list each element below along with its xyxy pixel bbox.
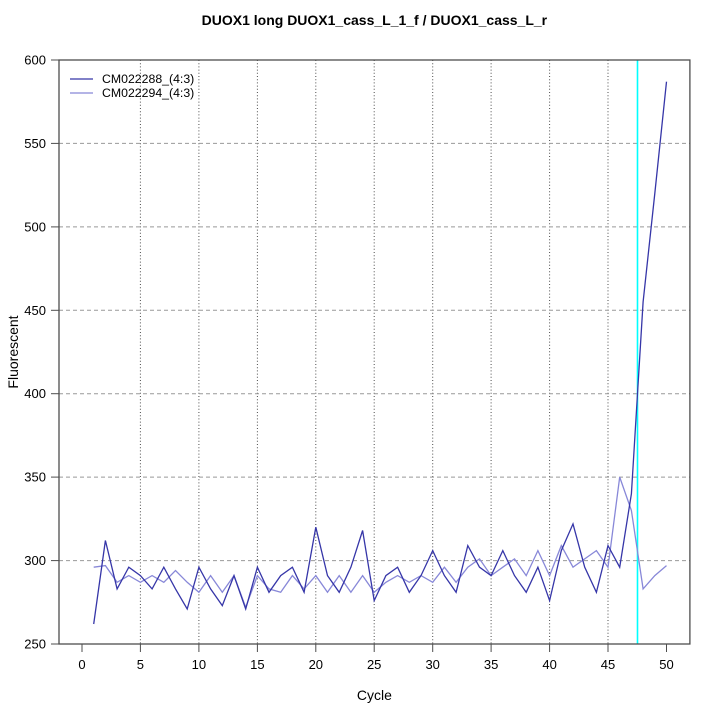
svg-text:15: 15: [250, 657, 264, 672]
svg-text:450: 450: [24, 303, 46, 318]
svg-text:5: 5: [137, 657, 144, 672]
svg-text:350: 350: [24, 470, 46, 485]
svg-text:10: 10: [192, 657, 206, 672]
svg-text:0: 0: [78, 657, 85, 672]
svg-text:300: 300: [24, 553, 46, 568]
svg-text:DUOX1 long DUOX1_cass_L_1_f /: DUOX1 long DUOX1_cass_L_1_f / DUOX1_cass…: [202, 12, 548, 28]
svg-text:550: 550: [24, 136, 46, 151]
svg-text:20: 20: [309, 657, 323, 672]
svg-text:Cycle: Cycle: [357, 687, 392, 703]
svg-text:CM022294_(4:3): CM022294_(4:3): [102, 86, 194, 100]
svg-text:Fluorescent: Fluorescent: [5, 315, 21, 388]
svg-text:250: 250: [24, 637, 46, 652]
svg-text:500: 500: [24, 219, 46, 234]
svg-text:30: 30: [425, 657, 439, 672]
svg-text:CM022288_(4:3): CM022288_(4:3): [102, 72, 194, 86]
svg-text:45: 45: [601, 657, 615, 672]
svg-text:25: 25: [367, 657, 381, 672]
svg-text:400: 400: [24, 386, 46, 401]
svg-text:600: 600: [24, 53, 46, 68]
svg-text:35: 35: [484, 657, 498, 672]
svg-text:40: 40: [542, 657, 556, 672]
svg-text:50: 50: [659, 657, 673, 672]
